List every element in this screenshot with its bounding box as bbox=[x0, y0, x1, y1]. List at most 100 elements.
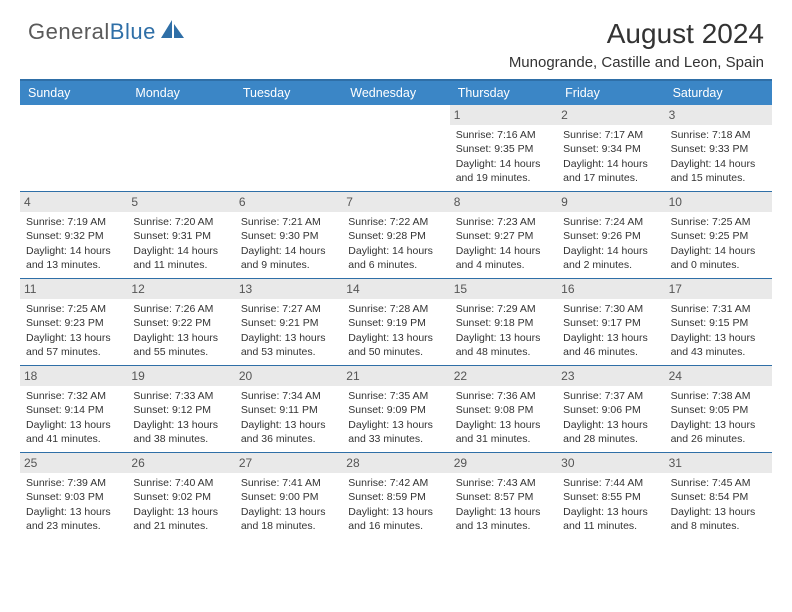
week-row: 1Sunrise: 7:16 AMSunset: 9:35 PMDaylight… bbox=[20, 105, 772, 191]
sunset-line: Sunset: 9:23 PM bbox=[26, 316, 121, 330]
weekday-thu: Thursday bbox=[450, 81, 557, 105]
weekday-mon: Monday bbox=[127, 81, 234, 105]
day-number: 25 bbox=[20, 453, 127, 473]
sunset-line: Sunset: 9:34 PM bbox=[563, 142, 658, 156]
day-number: 6 bbox=[235, 192, 342, 212]
day-cell bbox=[235, 105, 342, 191]
sunset-line: Sunset: 9:31 PM bbox=[133, 229, 228, 243]
sunrise-line: Sunrise: 7:26 AM bbox=[133, 302, 228, 316]
sunrise-line: Sunrise: 7:16 AM bbox=[456, 128, 551, 142]
daylight-line: Daylight: 14 hours and 19 minutes. bbox=[456, 157, 551, 185]
sunset-line: Sunset: 9:05 PM bbox=[671, 403, 766, 417]
sunset-line: Sunset: 9:19 PM bbox=[348, 316, 443, 330]
day-cell: 27 Sunrise: 7:41 AMSunset: 9:00 PMDayligh… bbox=[235, 453, 342, 539]
sunrise-line: Sunrise: 7:44 AM bbox=[563, 476, 658, 490]
day-cell: 31Sunrise: 7:45 AMSunset: 8:54 PMDayligh… bbox=[665, 453, 772, 539]
sunrise-line: Sunrise: 7:41 AM bbox=[241, 476, 336, 490]
day-number: 19 bbox=[127, 366, 234, 386]
location: Munogrande, Castille and Leon, Spain bbox=[509, 54, 764, 71]
day-number: 27 bbox=[235, 453, 342, 473]
sunrise-line: Sunrise: 7:29 AM bbox=[456, 302, 551, 316]
day-number: 9 bbox=[557, 192, 664, 212]
sunrise-line: Sunrise: 7:35 AM bbox=[348, 389, 443, 403]
day-number: 28 bbox=[342, 453, 449, 473]
sunset-line: Sunset: 9:11 PM bbox=[241, 403, 336, 417]
week-row: 11Sunrise: 7:25 AMSunset: 9:23 PMDayligh… bbox=[20, 278, 772, 365]
sunset-line: Sunset: 9:03 PM bbox=[26, 490, 121, 504]
sunrise-line: Sunrise: 7:30 AM bbox=[563, 302, 658, 316]
sunrise-line: Sunrise: 7:19 AM bbox=[26, 215, 121, 229]
week-row: 25Sunrise: 7:39 AMSunset: 9:03 PMDayligh… bbox=[20, 452, 772, 539]
sunrise-line: Sunrise: 7:45 AM bbox=[671, 476, 766, 490]
daylight-line: Daylight: 14 hours and 17 minutes. bbox=[563, 157, 658, 185]
day-number: 14 bbox=[342, 279, 449, 299]
day-cell: 1Sunrise: 7:16 AMSunset: 9:35 PMDaylight… bbox=[450, 105, 557, 191]
day-number: 3 bbox=[665, 105, 772, 125]
sunrise-line: Sunrise: 7:31 AM bbox=[671, 302, 766, 316]
title-block: August 2024 Munogrande, Castille and Leo… bbox=[509, 18, 764, 71]
day-number: 29 bbox=[450, 453, 557, 473]
day-cell: 13Sunrise: 7:27 AMSunset: 9:21 PMDayligh… bbox=[235, 279, 342, 365]
sunrise-line: Sunrise: 7:21 AM bbox=[241, 215, 336, 229]
sunrise-line: Sunrise: 7:27 AM bbox=[241, 302, 336, 316]
sunrise-line: Sunrise: 7:17 AM bbox=[563, 128, 658, 142]
day-number: 7 bbox=[342, 192, 449, 212]
sunset-line: Sunset: 8:55 PM bbox=[563, 490, 658, 504]
day-number: 26 bbox=[127, 453, 234, 473]
daylight-line: Daylight: 14 hours and 15 minutes. bbox=[671, 157, 766, 185]
daylight-line: Daylight: 14 hours and 2 minutes. bbox=[563, 244, 658, 272]
day-cell: 24Sunrise: 7:38 AMSunset: 9:05 PMDayligh… bbox=[665, 366, 772, 452]
daylight-line: Daylight: 14 hours and 4 minutes. bbox=[456, 244, 551, 272]
week-row: 18Sunrise: 7:32 AMSunset: 9:14 PMDayligh… bbox=[20, 365, 772, 452]
weekday-sun: Sunday bbox=[20, 81, 127, 105]
sunrise-line: Sunrise: 7:43 AM bbox=[456, 476, 551, 490]
day-cell: 15Sunrise: 7:29 AMSunset: 9:18 PMDayligh… bbox=[450, 279, 557, 365]
daylight-line: Daylight: 13 hours and 28 minutes. bbox=[563, 418, 658, 446]
day-cell: 7Sunrise: 7:22 AMSunset: 9:28 PMDaylight… bbox=[342, 192, 449, 278]
sunset-line: Sunset: 9:08 PM bbox=[456, 403, 551, 417]
sunset-line: Sunset: 9:00 PM bbox=[241, 490, 336, 504]
day-number: 16 bbox=[557, 279, 664, 299]
day-number: 12 bbox=[127, 279, 234, 299]
daylight-line: Daylight: 13 hours and 53 minutes. bbox=[241, 331, 336, 359]
day-cell: 6Sunrise: 7:21 AMSunset: 9:30 PMDaylight… bbox=[235, 192, 342, 278]
sunset-line: Sunset: 9:26 PM bbox=[563, 229, 658, 243]
sunrise-line: Sunrise: 7:25 AM bbox=[26, 302, 121, 316]
sunset-line: Sunset: 9:32 PM bbox=[26, 229, 121, 243]
day-number: 11 bbox=[20, 279, 127, 299]
daylight-line: Daylight: 13 hours and 18 minutes. bbox=[241, 505, 336, 533]
day-number: 31 bbox=[665, 453, 772, 473]
sunset-line: Sunset: 9:27 PM bbox=[456, 229, 551, 243]
day-number: 5 bbox=[127, 192, 234, 212]
sunrise-line: Sunrise: 7:24 AM bbox=[563, 215, 658, 229]
daylight-line: Daylight: 14 hours and 11 minutes. bbox=[133, 244, 228, 272]
day-cell: 18Sunrise: 7:32 AMSunset: 9:14 PMDayligh… bbox=[20, 366, 127, 452]
day-number: 2 bbox=[557, 105, 664, 125]
day-number: 21 bbox=[342, 366, 449, 386]
day-number: 4 bbox=[20, 192, 127, 212]
daylight-line: Daylight: 13 hours and 55 minutes. bbox=[133, 331, 228, 359]
sunset-line: Sunset: 9:21 PM bbox=[241, 316, 336, 330]
sunset-line: Sunset: 8:59 PM bbox=[348, 490, 443, 504]
sunrise-line: Sunrise: 7:42 AM bbox=[348, 476, 443, 490]
day-cell: 4Sunrise: 7:19 AMSunset: 9:32 PMDaylight… bbox=[20, 192, 127, 278]
day-number: 18 bbox=[20, 366, 127, 386]
sunrise-line: Sunrise: 7:22 AM bbox=[348, 215, 443, 229]
day-number: 24 bbox=[665, 366, 772, 386]
sunset-line: Sunset: 9:28 PM bbox=[348, 229, 443, 243]
logo: GeneralBlue bbox=[28, 18, 186, 45]
day-cell: 2 Sunrise: 7:17 AMSunset: 9:34 PMDaylight… bbox=[557, 105, 664, 191]
daylight-line: Daylight: 14 hours and 9 minutes. bbox=[241, 244, 336, 272]
day-cell: 9 Sunrise: 7:24 AMSunset: 9:26 PMDaylight… bbox=[557, 192, 664, 278]
daylight-line: Daylight: 13 hours and 21 minutes. bbox=[133, 505, 228, 533]
day-cell: 5 Sunrise: 7:20 AMSunset: 9:31 PMDaylight… bbox=[127, 192, 234, 278]
day-number: 8 bbox=[450, 192, 557, 212]
day-cell: 3Sunrise: 7:18 AMSunset: 9:33 PMDaylight… bbox=[665, 105, 772, 191]
day-number: 23 bbox=[557, 366, 664, 386]
sunset-line: Sunset: 9:09 PM bbox=[348, 403, 443, 417]
daylight-line: Daylight: 13 hours and 57 minutes. bbox=[26, 331, 121, 359]
daylight-line: Daylight: 13 hours and 23 minutes. bbox=[26, 505, 121, 533]
day-number: 30 bbox=[557, 453, 664, 473]
sunrise-line: Sunrise: 7:20 AM bbox=[133, 215, 228, 229]
sunrise-line: Sunrise: 7:33 AM bbox=[133, 389, 228, 403]
